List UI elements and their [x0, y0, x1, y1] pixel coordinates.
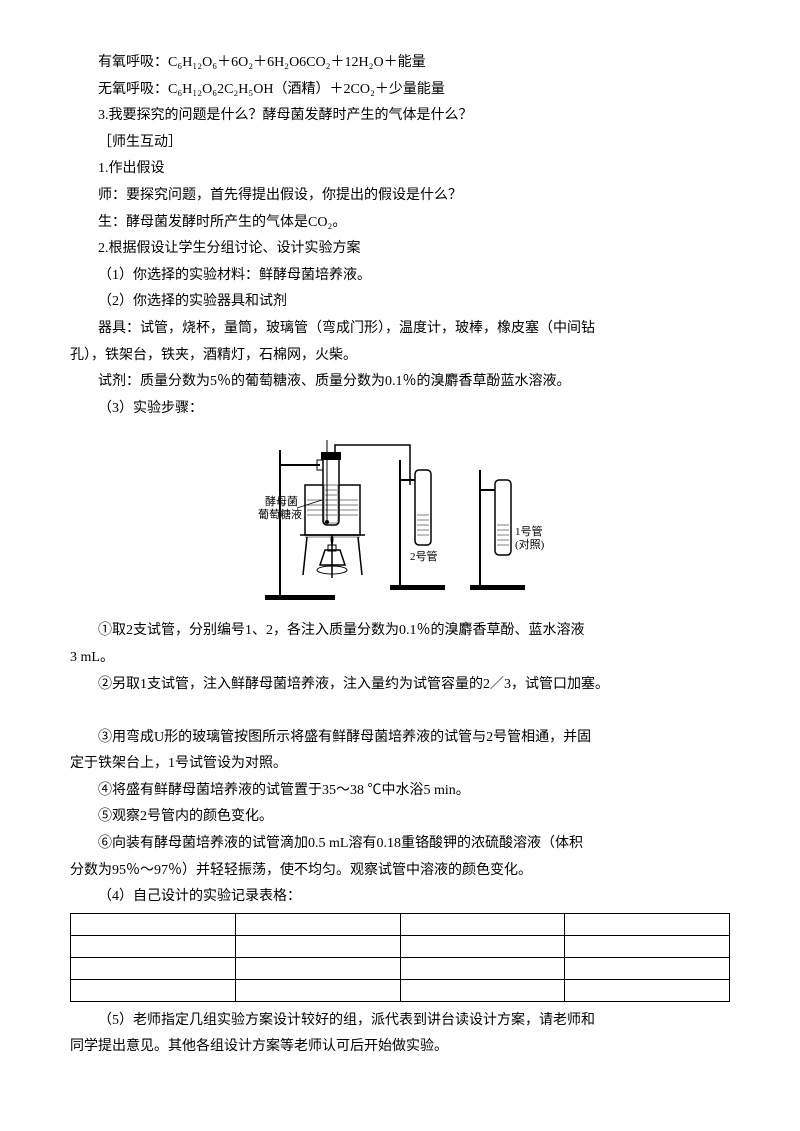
text-line: 同学提出意见。其他各组设计方案等老师认可后开始做实验。 — [70, 1034, 730, 1061]
text-line: （5）老师指定几组实验方案设计较好的组，派代表到讲台读设计方案，请老师和 — [70, 1008, 730, 1035]
text-line: ④将盛有鲜酵母菌培养液的试管置于35～38 ℃中水浴5 min。 — [70, 778, 730, 805]
text-line: 3.我要探究的问题是什么？酵母菌发酵时产生的气体是什么？ — [70, 103, 730, 130]
table-row — [71, 979, 730, 1001]
text-line: ［师生互动］ — [70, 130, 730, 157]
text-line: 定于铁架台上，1号试管设为对照。 — [70, 751, 730, 778]
label-tube1a: 1号管 — [515, 524, 543, 538]
text-line: 分数为95％～97％）并轻轻振荡，使不均匀。观察试管中溶液的颜色变化。 — [70, 858, 730, 885]
text-line: 有氧呼吸：C₆H₁₂O₆＋6O₂＋6H₂O6CO₂＋12H₂O＋能量 — [70, 50, 730, 77]
text-line: ⑤观察2号管内的颜色变化。 — [70, 804, 730, 831]
text-line: 试剂：质量分数为5％的葡萄糖液、质量分数为0.1％的溴麝香草酚蓝水溶液。 — [70, 369, 730, 396]
table-row — [71, 935, 730, 957]
text-line: （3）实验步骤： — [70, 396, 730, 423]
text-line: （1）你选择的实验材料：鲜酵母菌培养液。 — [70, 263, 730, 290]
table-row — [71, 957, 730, 979]
text-line: 师：要探究问题，首先得提出假设，你提出的假设是什么？ — [70, 183, 730, 210]
text-line: ③用弯成U形的玻璃管按图所示将盛有鲜酵母菌培养液的试管与2号管相通，并固 — [70, 725, 730, 752]
label-tube2: 2号管 — [410, 549, 438, 563]
text-line: 2.根据假设让学生分组讨论、设计实验方案 — [70, 236, 730, 263]
text-line: 3 mL。 — [70, 645, 730, 672]
text-line: ②另取1支试管，注入鲜酵母菌培养液，注入量约为试管容量的2／3，试管口加塞。 — [70, 672, 730, 699]
text-line: （2）你选择的实验器具和试剂 — [70, 289, 730, 316]
label-tube1b: (对照) — [515, 537, 545, 551]
document-content: 有氧呼吸：C₆H₁₂O₆＋6O₂＋6H₂O6CO₂＋12H₂O＋能量 无氧呼吸：… — [70, 50, 730, 1061]
record-table — [70, 913, 730, 1002]
label-glucose: 葡萄糖液 — [258, 507, 302, 521]
text-line: 器具：试管，烧杯，量筒，玻璃管（弯成门形），温度计，玻棒，橡皮塞（中间钻 — [70, 316, 730, 343]
text-line: 生：酵母菌发酵时所产生的气体是CO₂。 — [70, 210, 730, 237]
apparatus-svg: 酵母菌 葡萄糖液 2号管 1号管 (对照) — [235, 430, 565, 610]
experiment-diagram: 酵母菌 葡萄糖液 2号管 1号管 (对照) — [70, 430, 730, 610]
text-line: 无氧呼吸：C₆H₁₂O₆2C₂H₅OH（酒精）＋2CO₂＋少量能量 — [70, 77, 730, 104]
text-line: ①取2支试管，分别编号1、2，各注入质量分数为0.1％的溴麝香草酚、蓝水溶液 — [70, 618, 730, 645]
text-line: （4）自己设计的实验记录表格： — [70, 884, 730, 911]
text-line: 孔），铁架台，铁夹，酒精灯，石棉网，火柴。 — [70, 343, 730, 370]
text-line: 1.作出假设 — [70, 156, 730, 183]
label-yeast: 酵母菌 — [265, 495, 298, 508]
text-line: ⑥向装有酵母菌培养液的试管滴加0.5 mL溶有0.18重铬酸钾的浓硫酸溶液（体积 — [70, 831, 730, 858]
table-row — [71, 913, 730, 935]
blank-line — [70, 698, 730, 725]
